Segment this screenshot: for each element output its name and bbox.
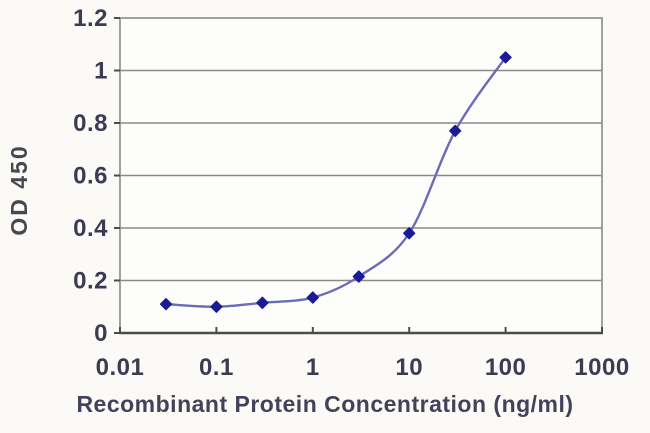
y-tick-label: 0.4 [73, 215, 108, 242]
data-point-marker [256, 296, 269, 310]
tick-labels: 0 0.2 0.4 0.6 0.8 1 1.2 0.01 0.1 1 10 100 1000 [73, 5, 629, 381]
data-series [159, 51, 512, 313]
x-axis-title: Recombinant Protein Concentration (ng/ml… [76, 391, 573, 417]
gridlines [120, 69, 602, 282]
x-tick-label: 0.01 [96, 354, 145, 381]
data-point-marker [448, 124, 462, 138]
x-tick-label: 10 [395, 354, 423, 381]
y-tick-label: 0.6 [73, 163, 108, 190]
data-point-marker [306, 291, 319, 304]
y-tick-label: 0.2 [73, 268, 108, 295]
data-point-marker [499, 51, 512, 64]
x-tick-label: 1000 [574, 354, 629, 381]
y-tick-label: 0.8 [73, 110, 108, 137]
y-tick-label: 1 [94, 58, 108, 85]
data-point-marker [352, 270, 365, 283]
x-tick-label: 0.1 [199, 354, 234, 381]
axes [114, 17, 603, 335]
y-tick-label: 0 [94, 320, 108, 347]
x-tick-label: 1 [306, 354, 320, 381]
data-point-marker [403, 227, 416, 240]
x-tick-label: 100 [485, 354, 527, 381]
y-tick-label: 1.2 [73, 5, 108, 32]
y-axis-title: OD 450 [6, 144, 32, 235]
data-point-marker [159, 297, 173, 311]
data-point-marker [210, 300, 223, 313]
